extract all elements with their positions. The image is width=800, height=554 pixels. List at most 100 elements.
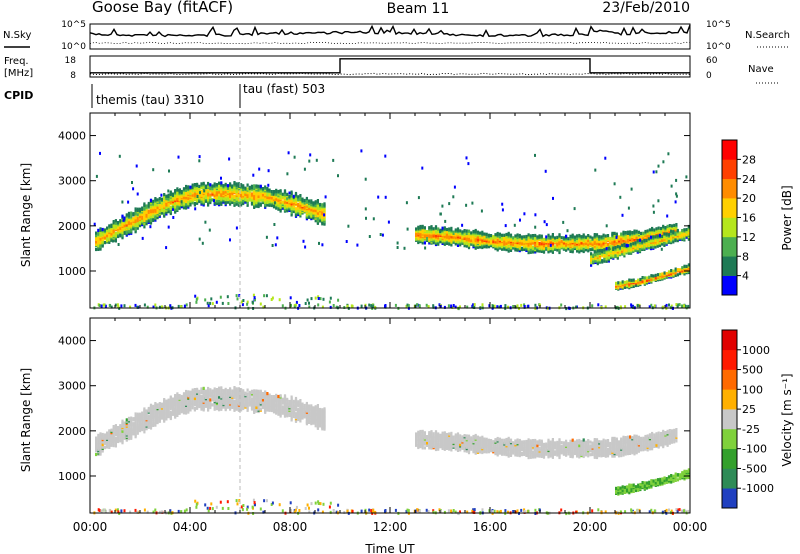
power-echo-cell	[207, 202, 210, 206]
velocity-echo-cell	[253, 389, 256, 393]
power-echo-cell	[454, 305, 457, 309]
power-echo-cell	[146, 305, 149, 309]
velocity-echo-cell	[229, 387, 232, 391]
power-echo-cell	[492, 235, 495, 239]
power-echo-cell	[134, 303, 137, 307]
power-echo-cell	[628, 278, 631, 282]
power-echo-cell	[178, 201, 181, 205]
power-echo-cell	[204, 220, 207, 224]
power-echo-cell	[630, 283, 633, 287]
power-echo-cell	[147, 219, 150, 223]
power-echo-cell	[421, 224, 424, 228]
power-echo-cell	[206, 301, 209, 305]
power-echo-cell	[545, 237, 548, 241]
power-echo-cell	[654, 235, 657, 239]
velocity-echo-cell	[174, 394, 177, 398]
power-echo-cell	[496, 240, 499, 244]
velocity-echo-cell	[158, 405, 161, 409]
power-echo-cell	[687, 263, 690, 267]
power-echo-cell	[622, 230, 625, 234]
velocity-echo-cell	[215, 395, 218, 399]
power-echo-cell	[263, 294, 266, 298]
nave-trace	[90, 58, 690, 74]
power-echo-cell	[531, 245, 535, 249]
beam-title: Beam 11	[387, 1, 450, 17]
velocity-echo-cell	[196, 387, 199, 391]
power-echo-cell	[536, 242, 539, 246]
power-echo-cell	[616, 245, 619, 249]
power-echo-cell	[659, 272, 662, 276]
power-echo-cell	[319, 297, 322, 301]
power-echo-cell	[258, 167, 261, 171]
power-echo-cell	[656, 273, 660, 277]
power-echo-cell	[674, 273, 677, 277]
power-echo-cell	[459, 231, 462, 235]
power-echo-cell	[611, 244, 614, 248]
power-echo-cell	[445, 230, 449, 234]
power-echo-cell	[611, 231, 614, 235]
velocity-echo-cell	[196, 400, 199, 404]
velocity-echo-cell	[193, 396, 196, 401]
velocity-echo-cell	[242, 389, 245, 393]
power-echo-cell	[220, 186, 223, 190]
velocity-echo-cell	[213, 393, 216, 397]
velocity-echo-cell	[222, 395, 225, 399]
velocity-echo-cell	[233, 399, 236, 404]
power-echo-cell	[454, 228, 457, 232]
power-y-label: Slant Range [km]	[19, 163, 33, 267]
power-echo-cell	[670, 224, 674, 228]
velocity-echo-cell	[132, 422, 135, 426]
power-echo-cell	[580, 241, 583, 245]
velocity-echo-cell	[112, 433, 115, 438]
power-echo-cell	[591, 247, 594, 252]
power-echo-cell	[531, 236, 535, 240]
power-echo-cell	[652, 278, 655, 282]
power-echo-cell	[165, 194, 168, 198]
power-echo-cell	[626, 234, 629, 238]
power-echo-cell	[474, 228, 477, 233]
power-echo-cell	[213, 182, 216, 186]
power-echo-cell	[652, 235, 655, 239]
power-colorbar-tick-label: 16	[742, 212, 756, 225]
power-echo-cell	[536, 235, 539, 239]
power-echo-cell	[672, 230, 675, 234]
velocity-echo-cell	[281, 397, 284, 401]
power-echo-cell	[318, 241, 320, 245]
power-echo-cell	[558, 238, 561, 242]
power-echo-cell	[292, 198, 295, 202]
power-echo-cell	[673, 223, 676, 227]
power-echo-cell	[439, 237, 442, 241]
power-echo-cell	[498, 305, 501, 309]
power-echo-cell	[180, 200, 183, 204]
power-echo-cell	[270, 190, 273, 194]
power-echo-cell	[103, 303, 106, 307]
velocity-echo-cell	[248, 399, 251, 403]
velocity-echo-cell	[218, 398, 221, 402]
power-echo-cell	[294, 191, 298, 196]
velocity-echo-cell	[185, 396, 188, 400]
power-echo-cell	[196, 195, 199, 198]
power-echo-cell	[650, 274, 653, 278]
power-echo-cell	[276, 236, 279, 240]
power-echo-cell	[204, 298, 207, 302]
power-echo-cell	[248, 189, 251, 193]
power-colorbar-cells	[722, 140, 737, 296]
power-echo-cell	[337, 298, 340, 302]
velocity-echo-cell	[112, 425, 115, 429]
velocity-echo-cell	[125, 430, 128, 435]
power-echo-cell	[503, 233, 506, 237]
power-echo-cell	[441, 226, 444, 230]
power-echo-cell	[641, 279, 644, 283]
power-echo-cell	[665, 303, 668, 307]
velocity-echo-cell	[147, 418, 150, 422]
velocity-echo-cell	[101, 432, 104, 437]
power-echo-cell	[538, 234, 541, 238]
power-echo-cell	[668, 224, 671, 228]
power-echo-cell	[432, 227, 435, 231]
power-echo-cell	[498, 232, 501, 236]
power-echo-cell	[603, 257, 606, 261]
power-echo-cell	[679, 272, 682, 276]
velocity-echo-cell	[132, 417, 135, 421]
power-echo-cell	[226, 186, 229, 190]
